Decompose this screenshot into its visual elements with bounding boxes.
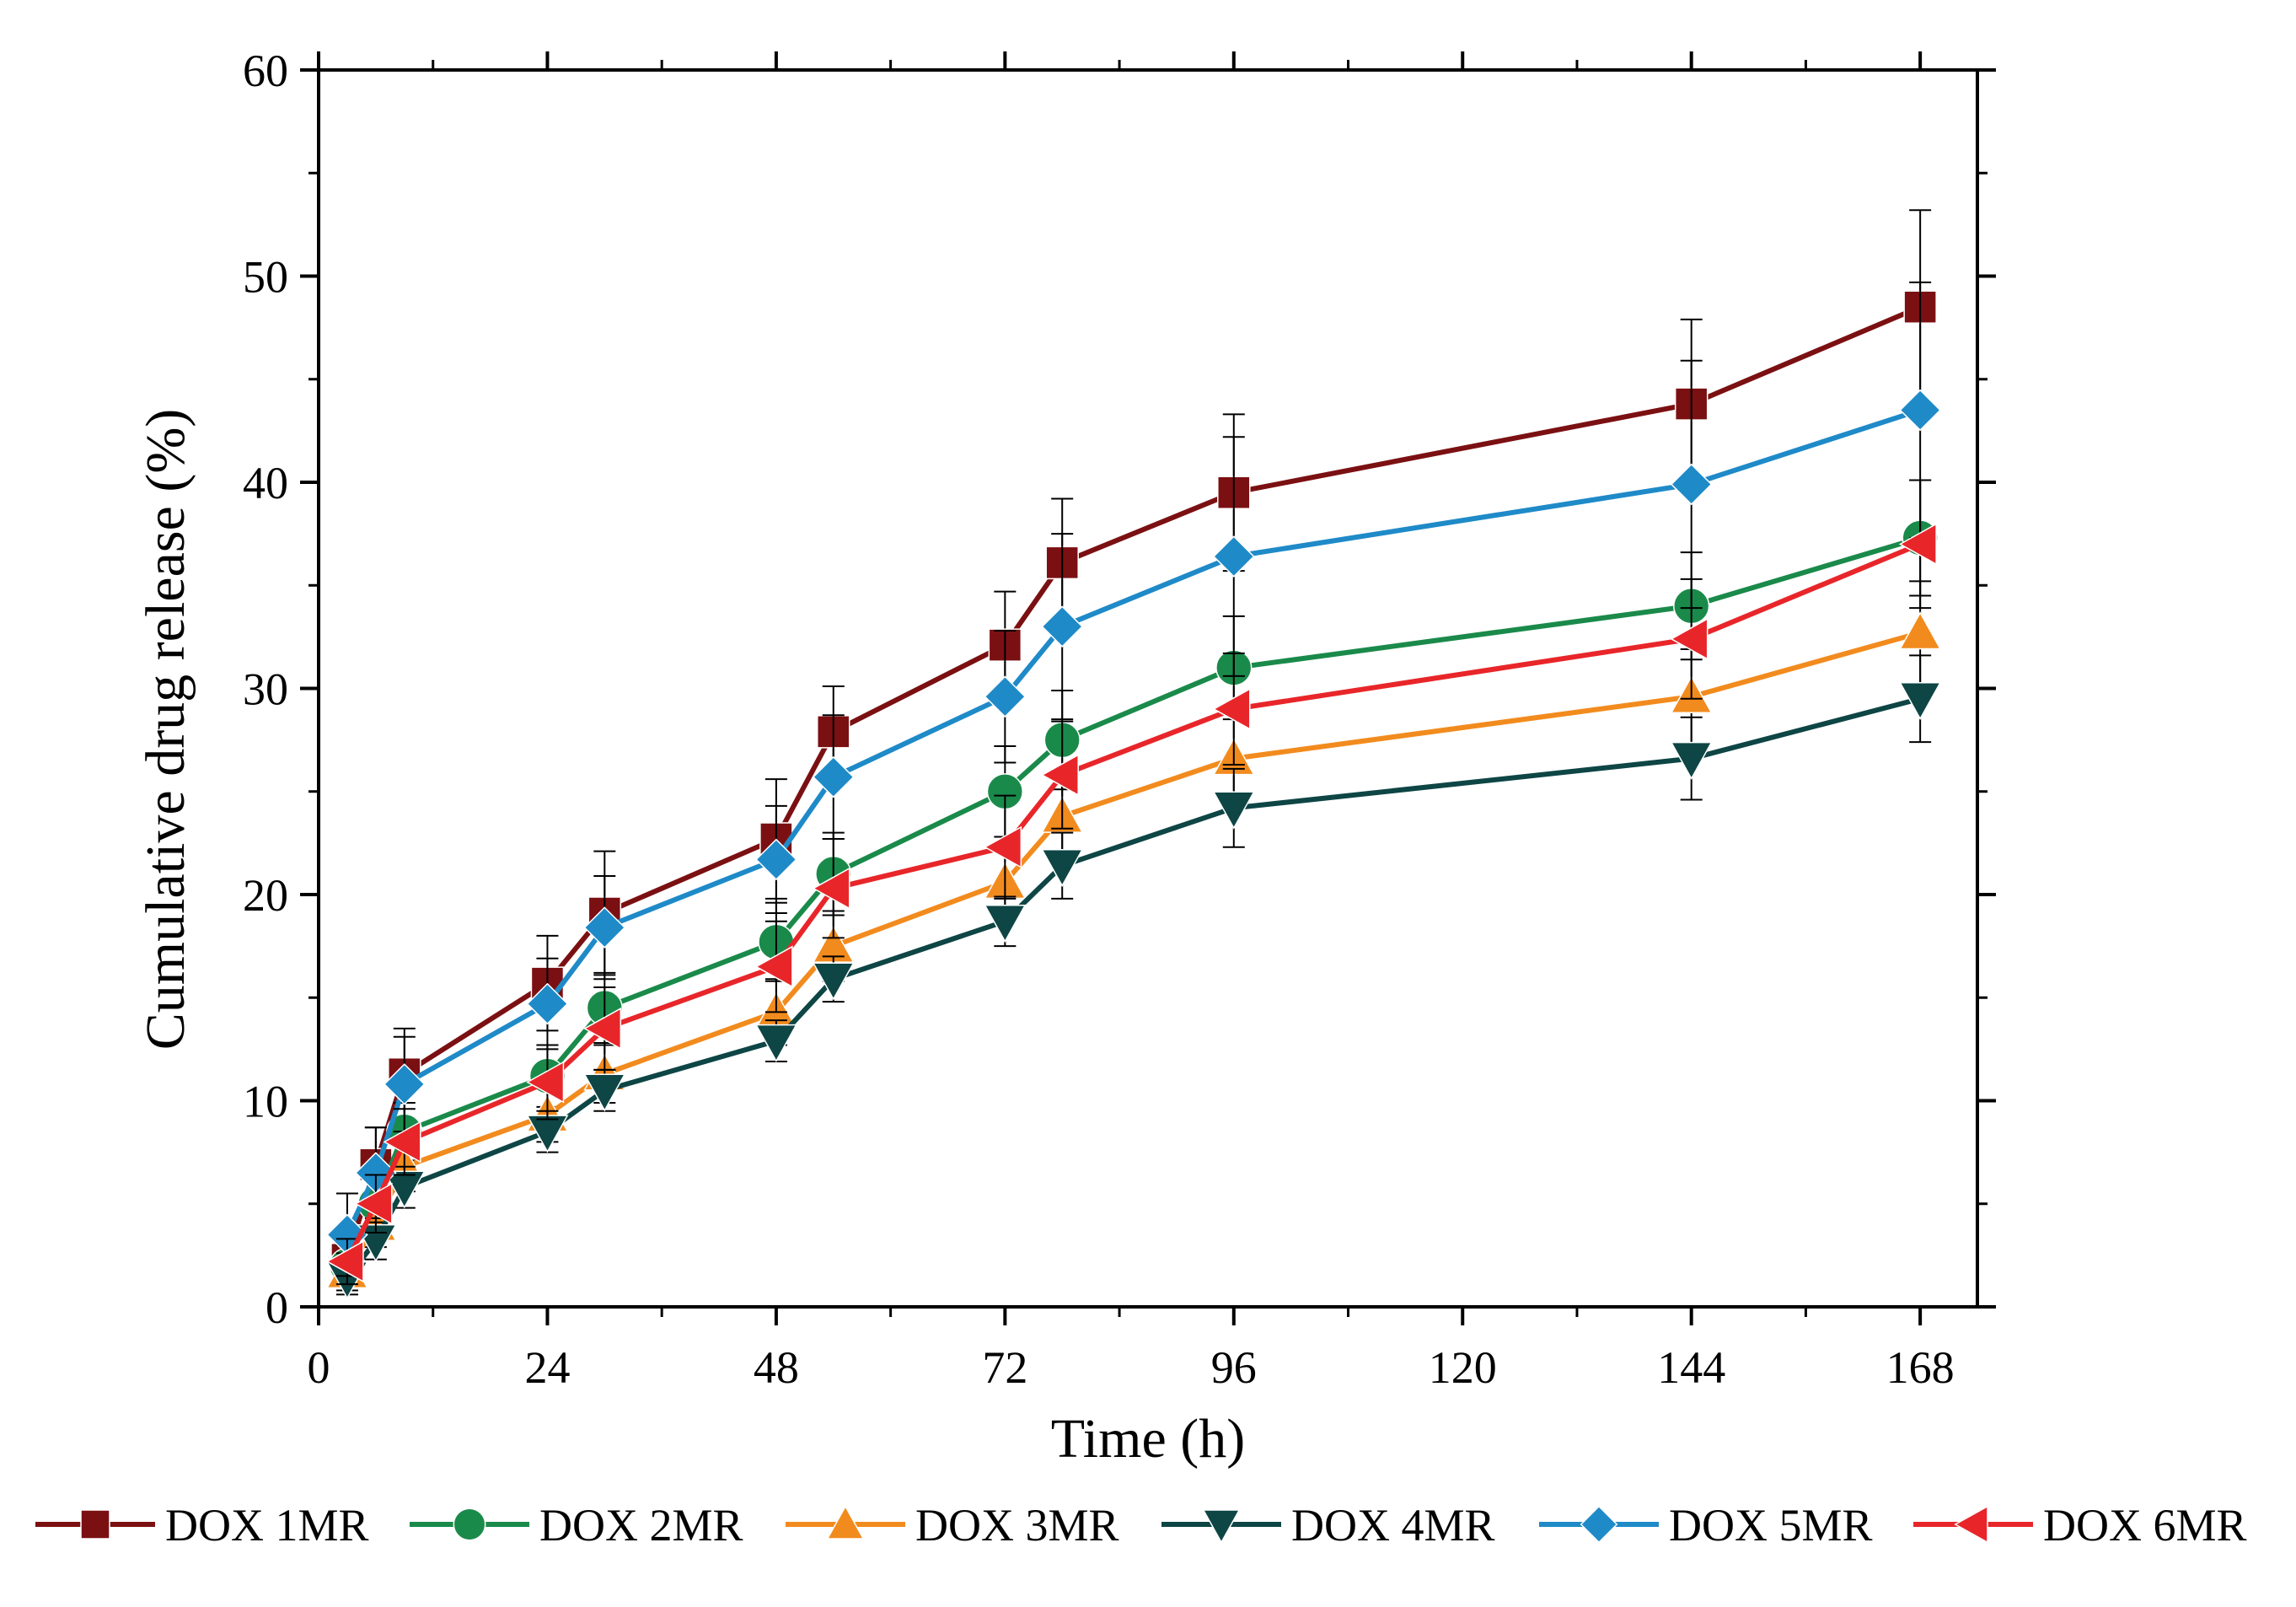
legend: DOX 1MR DOX 2MR DOX 3MR DOX 4MR DOX 5MR DOX 6… bbox=[35, 1500, 2247, 1551]
x-tick-label: 72 bbox=[982, 1342, 1027, 1393]
series-group bbox=[325, 209, 1942, 1300]
data-point bbox=[754, 1024, 797, 1062]
data-point bbox=[583, 1073, 626, 1112]
x-tick-label: 120 bbox=[1429, 1342, 1497, 1393]
data-point bbox=[583, 1007, 622, 1050]
legend-item-dox-6mr: DOX 6MR bbox=[1913, 1500, 2247, 1551]
data-point bbox=[812, 867, 850, 910]
legend-label: DOX 1MR bbox=[165, 1500, 369, 1551]
y-tick-label: 40 bbox=[243, 458, 288, 508]
data-point bbox=[1212, 535, 1255, 578]
axis-ticks: 0 24 48 72 96 120 144 168 0 10 20 30 40 50 60 bbox=[243, 46, 1996, 1393]
legend-item-dox-3mr: DOX 3MR bbox=[786, 1500, 1119, 1551]
series-dox-4mr bbox=[325, 654, 1942, 1300]
data-point bbox=[1041, 849, 1084, 888]
y-tick-label: 0 bbox=[266, 1282, 288, 1333]
legend-label: DOX 3MR bbox=[915, 1500, 1119, 1551]
legend-item-dox-1mr: DOX 1MR bbox=[35, 1500, 369, 1551]
data-point bbox=[1040, 754, 1079, 797]
y-tick-label: 30 bbox=[243, 664, 288, 715]
legend-label: DOX 2MR bbox=[539, 1500, 743, 1551]
legend-label: DOX 4MR bbox=[1291, 1500, 1495, 1551]
y-tick-label: 50 bbox=[243, 252, 288, 303]
data-point bbox=[383, 1063, 426, 1105]
data-point bbox=[526, 982, 569, 1025]
data-point bbox=[1899, 681, 1942, 721]
x-tick-label: 168 bbox=[1886, 1342, 1955, 1393]
data-point bbox=[984, 675, 1027, 718]
legend-marker bbox=[1580, 1505, 1618, 1544]
data-point bbox=[583, 906, 626, 949]
data-point bbox=[1898, 523, 1937, 566]
legend-label: DOX 6MR bbox=[2043, 1500, 2247, 1551]
x-tick-label: 0 bbox=[308, 1342, 330, 1393]
legend-label: DOX 5MR bbox=[1669, 1500, 1873, 1551]
legend-item-dox-4mr: DOX 4MR bbox=[1161, 1500, 1495, 1551]
data-point bbox=[1212, 791, 1255, 830]
data-point bbox=[383, 1121, 421, 1164]
x-tick-label: 48 bbox=[754, 1342, 799, 1393]
data-point bbox=[984, 905, 1027, 943]
data-point bbox=[1670, 741, 1713, 780]
legend-marker bbox=[826, 1505, 865, 1540]
data-point bbox=[1899, 389, 1941, 432]
data-point bbox=[754, 945, 793, 988]
y-tick-label: 60 bbox=[243, 46, 288, 96]
series-line-dox-6mr bbox=[345, 541, 1922, 1263]
legend-item-dox-5mr: DOX 5MR bbox=[1539, 1500, 1873, 1551]
data-point bbox=[755, 838, 797, 881]
axis-labels: Time (h) Cumulative drug release (%) bbox=[135, 409, 1245, 1470]
data-point bbox=[1899, 611, 1942, 650]
x-axis-title: Time (h) bbox=[1051, 1408, 1245, 1470]
legend-marker bbox=[1202, 1509, 1241, 1544]
legend-marker bbox=[453, 1508, 486, 1541]
data-point bbox=[325, 1240, 364, 1283]
data-point bbox=[812, 755, 855, 798]
legend-marker bbox=[1954, 1505, 1988, 1544]
y-tick-label: 10 bbox=[243, 1077, 288, 1127]
series-dox-6mr bbox=[325, 479, 1937, 1286]
x-tick-label: 144 bbox=[1657, 1342, 1725, 1393]
data-point bbox=[1670, 617, 1709, 660]
x-tick-label: 96 bbox=[1211, 1342, 1257, 1393]
data-point bbox=[354, 1182, 393, 1225]
series-dox-5mr bbox=[326, 281, 1941, 1277]
data-point bbox=[1041, 605, 1084, 648]
data-point bbox=[1212, 687, 1251, 730]
legend-marker bbox=[80, 1509, 110, 1540]
legend-item-dox-2mr: DOX 2MR bbox=[410, 1500, 743, 1551]
data-point bbox=[1670, 463, 1713, 506]
data-point bbox=[984, 825, 1022, 868]
x-tick-label: 24 bbox=[524, 1342, 570, 1393]
data-point bbox=[526, 1061, 565, 1104]
y-axis-title: Cumulative drug release (%) bbox=[135, 409, 196, 1051]
data-point bbox=[812, 962, 855, 1001]
y-tick-label: 20 bbox=[243, 870, 288, 921]
